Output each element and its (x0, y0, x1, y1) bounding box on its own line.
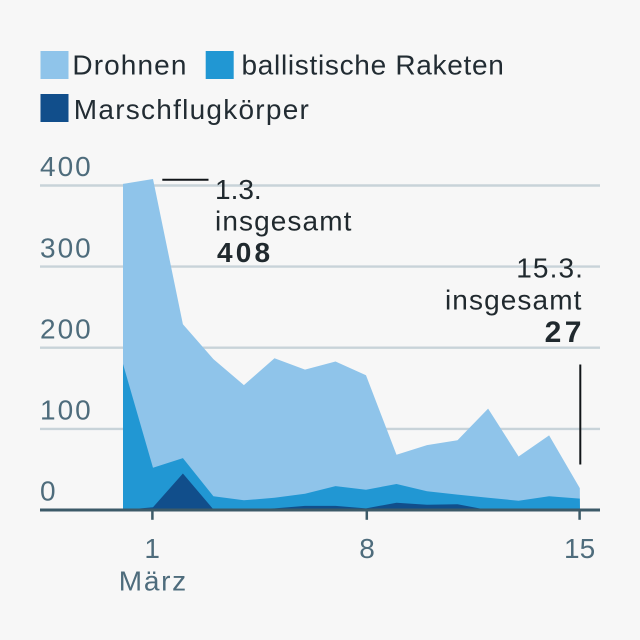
svg-text:200: 200 (40, 313, 93, 344)
svg-text:ballistische Raketen: ballistische Raketen (242, 50, 505, 81)
svg-text:Marschflugkörper: Marschflugkörper (74, 94, 310, 125)
svg-text:408: 408 (217, 237, 273, 268)
svg-text:März: März (119, 566, 188, 597)
svg-text:27: 27 (545, 316, 585, 349)
svg-text:15: 15 (564, 533, 595, 564)
svg-text:1: 1 (144, 533, 160, 564)
svg-text:8: 8 (359, 533, 375, 564)
svg-text:1.3.: 1.3. (215, 174, 262, 205)
svg-text:insgesamt: insgesamt (215, 206, 353, 237)
svg-text:insgesamt: insgesamt (445, 284, 583, 315)
svg-text:0: 0 (40, 476, 58, 507)
svg-text:300: 300 (40, 232, 93, 263)
svg-text:100: 100 (40, 395, 93, 426)
svg-text:400: 400 (40, 151, 93, 182)
svg-text:Drohnen: Drohnen (72, 50, 187, 81)
svg-text:15.3.: 15.3. (516, 252, 584, 283)
